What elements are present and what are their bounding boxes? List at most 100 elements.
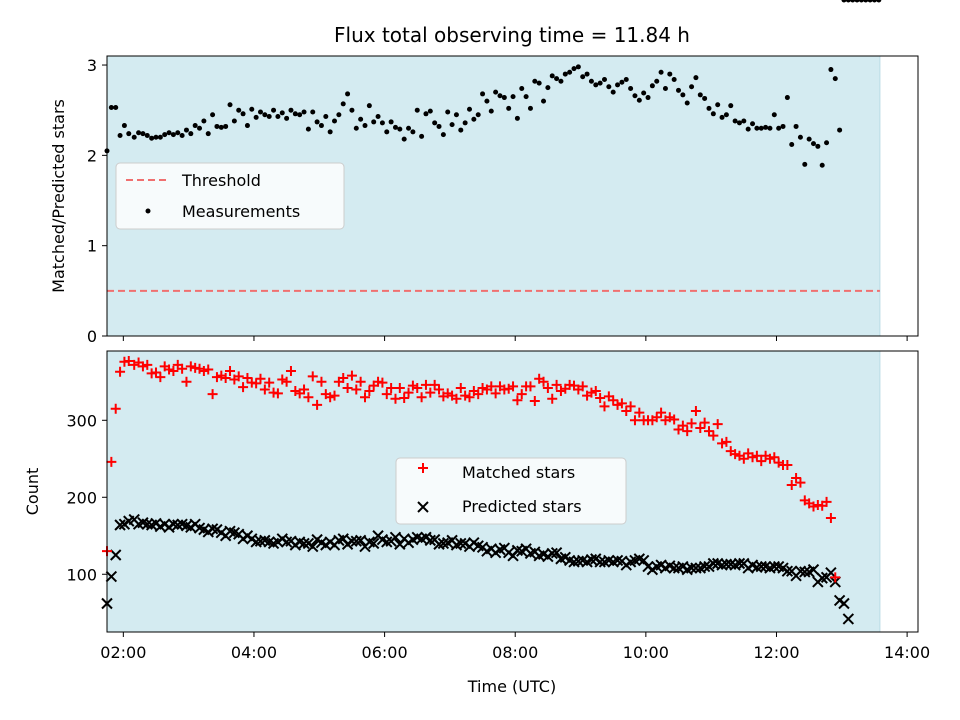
matched-star-marker bbox=[251, 378, 262, 389]
measurement-point bbox=[815, 143, 821, 149]
matched-star-marker bbox=[690, 406, 701, 417]
matched-star-marker bbox=[342, 382, 353, 393]
matched-star-marker bbox=[403, 387, 414, 398]
predicted-star-marker bbox=[350, 535, 362, 547]
measurement-point bbox=[541, 98, 547, 104]
measurement-point bbox=[850, 0, 856, 3]
measurement-point bbox=[175, 130, 181, 136]
measurement-point bbox=[558, 78, 564, 84]
measurement-point bbox=[597, 80, 603, 86]
measurement-point bbox=[136, 130, 142, 136]
matched-star-marker bbox=[194, 363, 205, 374]
measurement-point bbox=[623, 76, 629, 82]
matched-star-marker bbox=[738, 453, 749, 464]
matched-star-marker bbox=[686, 418, 697, 429]
measurement-point bbox=[113, 104, 119, 110]
matched-star-marker bbox=[773, 457, 784, 468]
matched-star-marker bbox=[555, 386, 566, 397]
matched-star-marker bbox=[164, 364, 175, 375]
top-y-tick-label: 3 bbox=[87, 56, 97, 75]
measurement-point bbox=[162, 132, 168, 138]
measurement-point bbox=[266, 114, 272, 120]
legend-measurements-label: Measurements bbox=[182, 202, 300, 221]
matched-star-marker bbox=[207, 389, 218, 400]
measurement-point bbox=[314, 119, 320, 125]
measurement-point bbox=[693, 75, 699, 81]
matched-star-marker bbox=[307, 371, 318, 382]
bottom-y-ticks: 100 200 300 bbox=[66, 411, 107, 584]
measurement-point bbox=[475, 112, 481, 118]
matched-star-marker bbox=[634, 407, 645, 418]
measurement-point bbox=[867, 0, 873, 3]
matched-star-marker bbox=[538, 376, 549, 387]
predicted-star-marker bbox=[433, 538, 445, 550]
measurement-point bbox=[126, 131, 132, 137]
predicted-star-marker bbox=[167, 518, 180, 530]
measurement-point bbox=[288, 107, 294, 113]
matched-star-marker bbox=[490, 388, 501, 399]
measurement-point bbox=[702, 95, 708, 101]
measurement-point bbox=[858, 0, 864, 3]
measurement-point bbox=[549, 73, 555, 79]
matched-star-marker bbox=[782, 459, 793, 470]
predicted-star-marker bbox=[594, 556, 606, 568]
top-y-ticks: 0 1 2 3 bbox=[87, 56, 107, 346]
measurement-point bbox=[249, 106, 255, 112]
matched-star-marker bbox=[220, 372, 231, 383]
measurement-point bbox=[284, 115, 290, 121]
bottom-legend-box bbox=[395, 457, 627, 525]
matched-star-marker bbox=[110, 403, 121, 414]
measurement-point bbox=[545, 85, 551, 91]
matched-star-marker bbox=[586, 387, 597, 398]
matched-star-marker bbox=[455, 382, 466, 393]
predicted-star-marker bbox=[781, 565, 794, 577]
measurement-point bbox=[689, 84, 695, 90]
predicted-star-marker bbox=[110, 549, 122, 561]
matched-star-marker bbox=[346, 370, 357, 381]
matched-star-marker bbox=[299, 384, 310, 395]
legend-matched-swatch bbox=[418, 463, 428, 473]
measurement-point bbox=[745, 126, 751, 132]
predicted-star-marker bbox=[685, 562, 698, 574]
measurement-point bbox=[710, 111, 716, 117]
measurement-point bbox=[741, 118, 747, 124]
measurement-point bbox=[636, 97, 642, 103]
x-tick-label: 10:00 bbox=[623, 643, 669, 662]
measurement-point bbox=[715, 102, 721, 108]
measurement-point bbox=[527, 105, 533, 111]
matched-star-marker bbox=[791, 473, 802, 484]
predicted-star-marker bbox=[354, 534, 367, 547]
measurement-point bbox=[584, 71, 590, 77]
matched-star-marker bbox=[386, 382, 397, 393]
matched-star-marker bbox=[377, 377, 388, 388]
matched-star-marker bbox=[751, 450, 762, 461]
predicted-star-marker bbox=[206, 523, 219, 535]
measurement-point bbox=[170, 132, 176, 138]
measurement-point bbox=[458, 127, 464, 133]
x-tick-label: 08:00 bbox=[492, 643, 538, 662]
measurement-point bbox=[336, 112, 342, 118]
measurement-point bbox=[841, 0, 847, 3]
measurement-point bbox=[131, 134, 137, 140]
measurement-point bbox=[462, 120, 468, 126]
measurement-point bbox=[453, 112, 459, 118]
measurement-point bbox=[567, 69, 573, 75]
predicted-star-marker bbox=[568, 556, 580, 568]
matched-star-marker bbox=[123, 356, 134, 367]
matched-star-marker bbox=[708, 430, 719, 441]
matched-star-marker bbox=[608, 395, 619, 406]
x-tick-label: 02:00 bbox=[100, 643, 146, 662]
measurement-point bbox=[697, 92, 703, 98]
measurement-point bbox=[117, 132, 123, 138]
measurement-point bbox=[758, 125, 764, 131]
matched-star-marker bbox=[325, 392, 336, 403]
measurement-point bbox=[810, 141, 816, 147]
measurement-point bbox=[384, 129, 390, 135]
measurement-point bbox=[253, 114, 259, 120]
predicted-star-marker bbox=[698, 560, 711, 573]
measurement-point bbox=[179, 132, 185, 138]
measurement-point bbox=[763, 124, 769, 130]
matched-star-marker bbox=[198, 366, 209, 377]
matched-star-marker bbox=[155, 372, 166, 383]
matched-star-marker bbox=[290, 386, 301, 397]
